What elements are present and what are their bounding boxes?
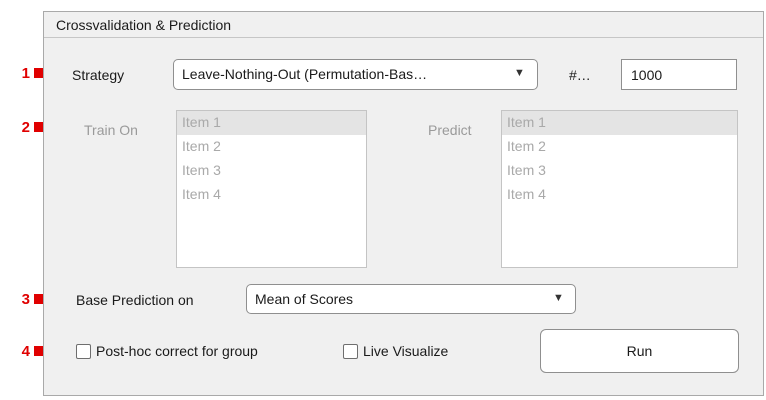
count-value: 1000	[631, 67, 663, 83]
list-item[interactable]: Item 3	[182, 162, 221, 178]
crossvalidation-panel: Crossvalidation & Prediction Strategy Le…	[43, 11, 764, 396]
live-visualize-label: Live Visualize	[363, 343, 449, 359]
list-item[interactable]: Item 4	[507, 186, 546, 202]
panel-title-bar: Crossvalidation & Prediction	[44, 12, 763, 38]
marker-number: 1	[21, 64, 30, 82]
list-item[interactable]: Item 3	[507, 162, 546, 178]
base-prediction-dropdown[interactable]: Mean of Scores ▼	[246, 284, 576, 314]
strategy-value: Leave-Nothing-Out (Permutation-Bas…	[182, 66, 428, 82]
strategy-label: Strategy	[72, 67, 125, 83]
posthoc-checkbox[interactable]	[76, 343, 91, 359]
count-label: #…	[569, 67, 591, 83]
list-item[interactable]: Item 2	[507, 138, 546, 154]
base-prediction-label: Base Prediction on	[76, 292, 194, 308]
triangle-down-icon: ▼	[553, 292, 564, 304]
list-item[interactable]: Item 1	[502, 111, 737, 135]
train-on-listbox[interactable]: Item 1 Item 2 Item 3 Item 4	[176, 110, 367, 268]
strategy-dropdown[interactable]: Leave-Nothing-Out (Permutation-Bas… ▼	[173, 59, 538, 90]
base-prediction-value: Mean of Scores	[255, 291, 354, 307]
posthoc-checkbox-row[interactable]: Post-hoc correct for group	[76, 343, 258, 359]
list-item[interactable]: Item 1	[177, 111, 366, 135]
predict-label: Predict	[428, 122, 472, 138]
run-button[interactable]: Run	[540, 329, 739, 373]
posthoc-label: Post-hoc correct for group	[96, 343, 258, 359]
train-on-label: Train On	[84, 122, 138, 138]
marker-number: 2	[21, 118, 30, 136]
panel-title: Crossvalidation & Prediction	[56, 17, 232, 33]
marker-number: 3	[21, 290, 30, 308]
triangle-down-icon: ▼	[514, 67, 525, 79]
live-visualize-checkbox[interactable]	[343, 343, 358, 359]
predict-listbox[interactable]: Item 1 Item 2 Item 3 Item 4	[501, 110, 738, 268]
list-item[interactable]: Item 4	[182, 186, 221, 202]
list-item[interactable]: Item 2	[182, 138, 221, 154]
count-field[interactable]: 1000	[621, 59, 737, 90]
live-visualize-checkbox-row[interactable]: Live Visualize	[343, 343, 448, 359]
marker-number: 4	[21, 342, 30, 360]
